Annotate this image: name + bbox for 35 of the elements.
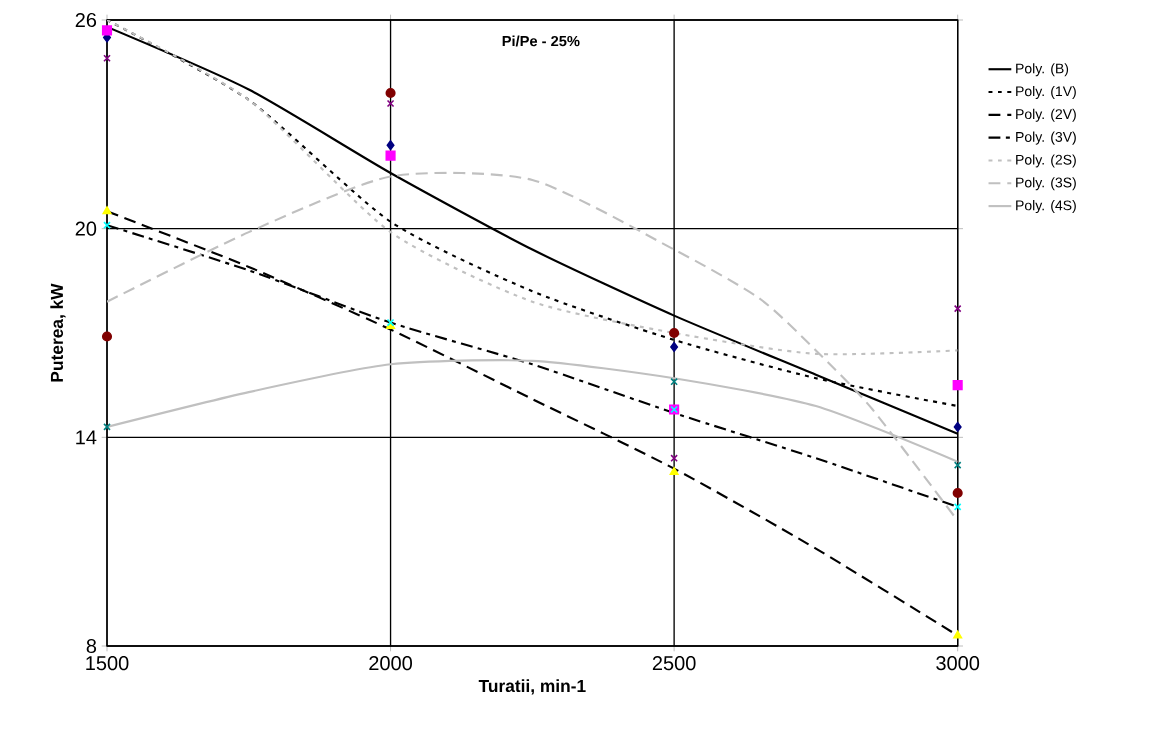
legend-label: Poly. (B) <box>1016 63 1069 77</box>
point <box>669 327 680 339</box>
point <box>953 304 962 313</box>
point <box>953 630 963 639</box>
y-tick-label: 20 <box>75 221 97 236</box>
point <box>386 140 395 151</box>
text: Pi/Pe - 25% <box>502 35 580 47</box>
point <box>385 87 396 99</box>
x-tick-label: 1500 <box>86 656 129 671</box>
x-tick-label: 3000 <box>936 656 980 671</box>
point <box>952 487 963 499</box>
legend-label: Poly. (3S) <box>1016 177 1076 191</box>
point <box>670 454 678 463</box>
y-tick-label: 26 <box>75 12 97 28</box>
point <box>953 421 962 432</box>
point <box>670 341 679 352</box>
legend-label: Poly. (3V) <box>1016 131 1076 145</box>
legend-label: Poly. (1V) <box>1016 85 1076 100</box>
point <box>669 467 679 476</box>
y-tick-label: 14 <box>76 430 97 445</box>
legend-label: Poly. (4S) <box>1016 200 1076 214</box>
point <box>386 99 395 108</box>
point <box>385 150 396 161</box>
legend-label: Poly. (2V) <box>1016 108 1076 122</box>
point <box>952 380 963 391</box>
x-tick-label: 2500 <box>652 656 696 671</box>
x-axis-title: Turatii, min-1 <box>478 679 586 695</box>
x-tick-label: 2000 <box>369 656 413 671</box>
point <box>102 206 112 215</box>
point <box>101 25 113 36</box>
legend-label: Poly. (2S) <box>1016 154 1076 168</box>
point <box>103 423 111 431</box>
y-axis-title: Puterea, kW <box>50 283 66 382</box>
point <box>101 331 113 342</box>
y-tick-label: 8 <box>86 638 97 654</box>
